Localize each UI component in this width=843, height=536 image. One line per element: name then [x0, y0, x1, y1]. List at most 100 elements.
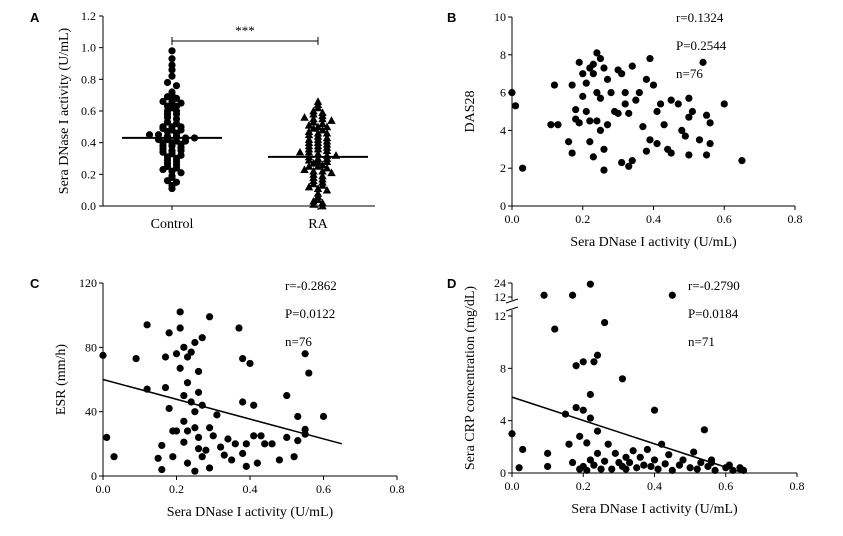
data-point: [143, 321, 151, 329]
data-point: [194, 388, 203, 396]
data-point: [177, 169, 185, 177]
data-point: [590, 358, 598, 366]
data-point: [702, 151, 711, 159]
data-point: [685, 151, 693, 159]
data-point: [159, 97, 167, 106]
data-point: [665, 451, 673, 459]
data-point: [511, 102, 520, 110]
data-point: [646, 136, 654, 144]
data-point: [327, 116, 336, 124]
data-point: [213, 411, 221, 419]
x-tick-label: 0.8: [788, 212, 803, 226]
data-point: [322, 128, 332, 137]
x-tick-label: 0.2: [169, 482, 184, 496]
data-point: [690, 448, 698, 456]
data-point: [198, 334, 206, 342]
data-point: [177, 99, 185, 107]
data-point: [568, 149, 576, 157]
data-point: [583, 466, 591, 474]
data-point: [168, 47, 176, 55]
data-point: [586, 456, 594, 464]
data-point: [635, 89, 643, 97]
data-point: [176, 324, 184, 332]
data-point: [614, 109, 622, 117]
x-tick-label: 0.6: [717, 212, 732, 226]
data-point: [544, 462, 552, 471]
data-point: [168, 88, 176, 96]
data-point: [309, 106, 318, 115]
data-point: [725, 461, 733, 469]
data-point: [625, 162, 633, 170]
data-point: [601, 457, 609, 465]
data-point: [628, 62, 636, 70]
data-point: [322, 133, 332, 142]
data-point: [565, 440, 573, 448]
data-point: [646, 54, 654, 63]
stat-n: n=76: [676, 66, 703, 81]
x-tick-label: 0.2: [575, 212, 590, 226]
data-point: [300, 165, 309, 173]
data-point: [647, 462, 655, 471]
data-point: [305, 369, 313, 377]
data-point: [600, 166, 608, 174]
significance-label: ***: [235, 23, 255, 38]
data-point: [628, 157, 636, 165]
data-point: [589, 70, 597, 78]
y-tick-label: 24: [494, 276, 506, 290]
data-point: [246, 359, 254, 368]
data-point: [678, 126, 686, 134]
data-point: [621, 100, 629, 108]
data-point: [656, 100, 665, 108]
data-point: [220, 451, 228, 459]
data-point: [309, 166, 318, 175]
data-point: [579, 92, 587, 100]
data-point: [586, 390, 594, 399]
data-point: [697, 458, 705, 467]
data-point: [318, 119, 327, 128]
y-axis-title: Sera CRP concentration (mg/dL): [463, 286, 478, 470]
data-point: [202, 446, 210, 454]
data-point: [593, 427, 602, 435]
y-axis-title: DAS28: [463, 90, 478, 132]
data-point: [290, 453, 298, 461]
data-point: [103, 433, 111, 441]
data-point: [519, 164, 527, 172]
data-point: [304, 135, 314, 143]
data-point: [239, 354, 247, 363]
data-point: [675, 461, 684, 469]
data-point: [653, 140, 661, 148]
data-point: [667, 149, 675, 157]
data-point: [668, 466, 676, 474]
data-point: [604, 440, 612, 448]
y-tick-label: 4: [500, 123, 506, 137]
panel-a-chart: 0.0 0.2 0.4 0.6 0.8 1.0 1.2 Control RA Sera DNase…: [57, 9, 375, 232]
data-point: [632, 96, 640, 104]
y-tick-label: 0: [500, 199, 506, 213]
data-point: [667, 96, 675, 104]
data-point: [304, 121, 314, 129]
data-point: [576, 432, 584, 440]
data-point: [161, 353, 170, 361]
data-point: [180, 343, 188, 351]
data-point: [688, 107, 697, 116]
data-point: [608, 465, 616, 473]
data-point: [693, 465, 701, 473]
y-tick-label: 8: [500, 48, 506, 62]
y-tick-label: 12: [494, 309, 506, 323]
stat-p: P=0.2544: [676, 38, 727, 53]
data-point: [706, 140, 714, 148]
data-point: [586, 414, 594, 422]
x-axis-title: Sera DNase I activity (U/mL): [571, 502, 738, 517]
data-point: [625, 458, 634, 467]
data-point: [304, 162, 314, 170]
data-point: [187, 348, 195, 356]
stat-n: n=71: [688, 334, 715, 349]
data-point: [668, 291, 676, 299]
data-point: [313, 184, 323, 192]
x-tick-label: 0.4: [647, 479, 662, 493]
x-tick-label: 0.6: [718, 479, 733, 493]
axis-break-gap: [506, 300, 518, 310]
data-point: [99, 351, 107, 359]
data-point: [168, 55, 176, 63]
